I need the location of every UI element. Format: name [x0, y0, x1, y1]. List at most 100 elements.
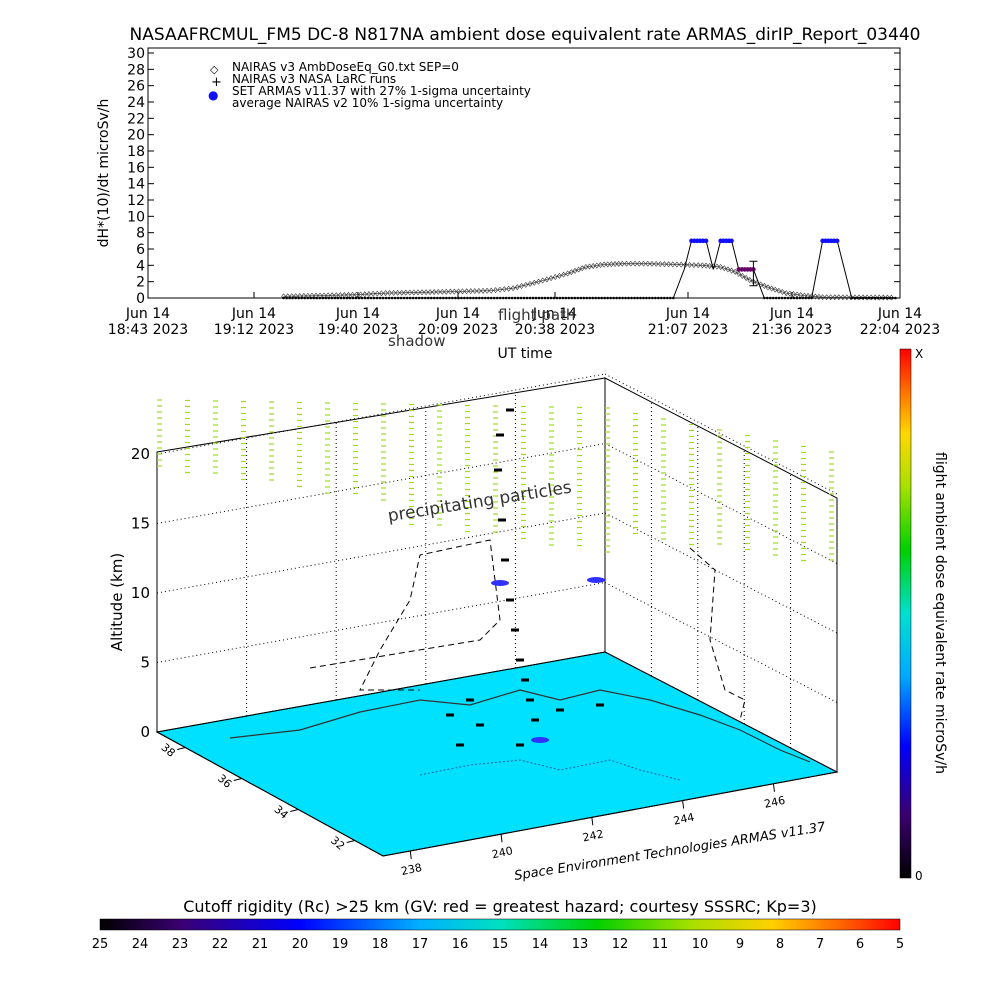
ground-map — [155, 651, 839, 857]
armas-point — [288, 296, 291, 300]
y-tick-label: 2 — [136, 275, 145, 291]
armas-point — [315, 296, 319, 300]
armas-point — [648, 296, 651, 300]
armas-point — [318, 296, 322, 300]
nairas-v3-point — [761, 282, 767, 289]
armas-point — [777, 296, 781, 300]
armas-point — [603, 296, 606, 300]
lon-axis-line — [382, 771, 838, 857]
armas-point — [768, 296, 772, 300]
legend-label: NAIRAS v3 AmbDoseEq_G0.txt SEP=0 — [232, 60, 459, 74]
armas-point — [657, 296, 660, 300]
legend-symbol-diamond: ◇ — [210, 63, 219, 76]
armas-point — [522, 296, 526, 300]
rigidity-tick-label: 19 — [332, 937, 349, 952]
armas-point — [856, 296, 859, 300]
overlay-label-shadow: shadow — [388, 332, 445, 350]
altitude-tick-label: 5 — [140, 654, 150, 672]
y-tick-label: 18 — [127, 144, 145, 160]
armas-point — [588, 296, 592, 300]
armas-point — [671, 296, 675, 300]
armas-point — [312, 296, 316, 300]
armas-point — [810, 296, 813, 300]
colorbar-bottom-label: 0 — [915, 869, 923, 883]
y-tick-label: 30 — [127, 46, 145, 62]
armas-point — [507, 296, 511, 300]
dose-point — [501, 558, 509, 562]
armas-point — [387, 296, 391, 300]
region-outline — [419, 759, 681, 781]
armas-point — [303, 296, 307, 300]
x-tick-time: 22:04 2023 — [860, 322, 940, 338]
armas-point — [645, 296, 648, 300]
armas-point — [339, 296, 343, 300]
armas-point — [510, 296, 514, 300]
armas-point — [429, 296, 433, 300]
credit-text: Space Environment Technologies ARMAS v11… — [513, 820, 827, 884]
armas-point — [552, 296, 556, 300]
nairas-v3-point — [751, 278, 756, 285]
armas-point — [783, 296, 787, 300]
armas-point — [342, 296, 346, 300]
precipitating-particles-field — [157, 399, 834, 562]
armas-point — [336, 296, 340, 300]
rigidity-gradient — [99, 918, 901, 931]
armas-point — [870, 296, 874, 300]
armas-point — [606, 296, 609, 300]
y-tick-label: 12 — [127, 193, 145, 209]
rigidity-tick-label: 16 — [452, 937, 469, 952]
nairas-v3-point — [519, 283, 524, 290]
armas-point — [567, 296, 571, 300]
armas-point — [579, 296, 583, 300]
armas-point — [654, 296, 657, 300]
armas-point — [663, 296, 666, 300]
y-tick-label: 26 — [127, 79, 145, 95]
nairas-v3-point — [544, 276, 550, 283]
armas-point — [457, 296, 460, 300]
y-tick-label: 14 — [127, 177, 145, 193]
y-tick-label: 20 — [127, 128, 145, 144]
figure-title: NASAAFRCMUL_FM5 DC-8 N817NA ambient dose… — [130, 25, 921, 45]
armas-point — [513, 296, 517, 300]
x-tick-date: Jun 14 — [877, 306, 922, 322]
armas-point — [375, 296, 379, 300]
armas-point — [369, 296, 373, 300]
armas-point — [594, 296, 597, 300]
nairas-v3-point — [527, 280, 533, 287]
nairas-v3-point — [776, 287, 782, 294]
armas-point — [442, 296, 445, 300]
legend-label: SET ARMAS v11.37 with 27% 1-sigma uncert… — [232, 84, 531, 98]
armas-point — [729, 238, 734, 244]
rigidity-tick-label: 22 — [212, 937, 229, 952]
armas-point — [516, 296, 520, 300]
armas-point — [537, 296, 541, 300]
armas-point — [414, 296, 418, 300]
armas-point — [475, 296, 478, 300]
armas-point — [483, 296, 487, 300]
armas-point — [420, 296, 424, 300]
dose-point — [526, 698, 534, 702]
rigidity-tick-label: 13 — [572, 937, 589, 952]
x-tick-time: 18:43 2023 — [108, 322, 188, 338]
armas-point — [853, 296, 856, 300]
armas-point — [354, 296, 358, 300]
armas-point — [282, 296, 285, 300]
legend-entry-armas: ● SET ARMAS v11.37 with 27% 1-sigma unce… — [208, 84, 531, 102]
armas-point — [402, 296, 406, 300]
armas-point — [384, 296, 388, 300]
armas-point — [888, 296, 891, 300]
armas-point — [291, 296, 294, 300]
rigidity-tick-label: 5 — [896, 937, 904, 952]
altitude-tick-label: 20 — [131, 445, 150, 463]
series-layer — [281, 238, 897, 301]
armas-point — [774, 296, 778, 300]
armas-point — [324, 296, 328, 300]
armas-point — [615, 296, 618, 300]
dose-point — [506, 598, 514, 602]
armas-point — [882, 296, 886, 300]
armas-point — [469, 296, 472, 300]
armas-point — [327, 296, 331, 300]
armas-point — [609, 296, 612, 300]
dose-point — [596, 703, 604, 707]
armas-point — [411, 296, 415, 300]
